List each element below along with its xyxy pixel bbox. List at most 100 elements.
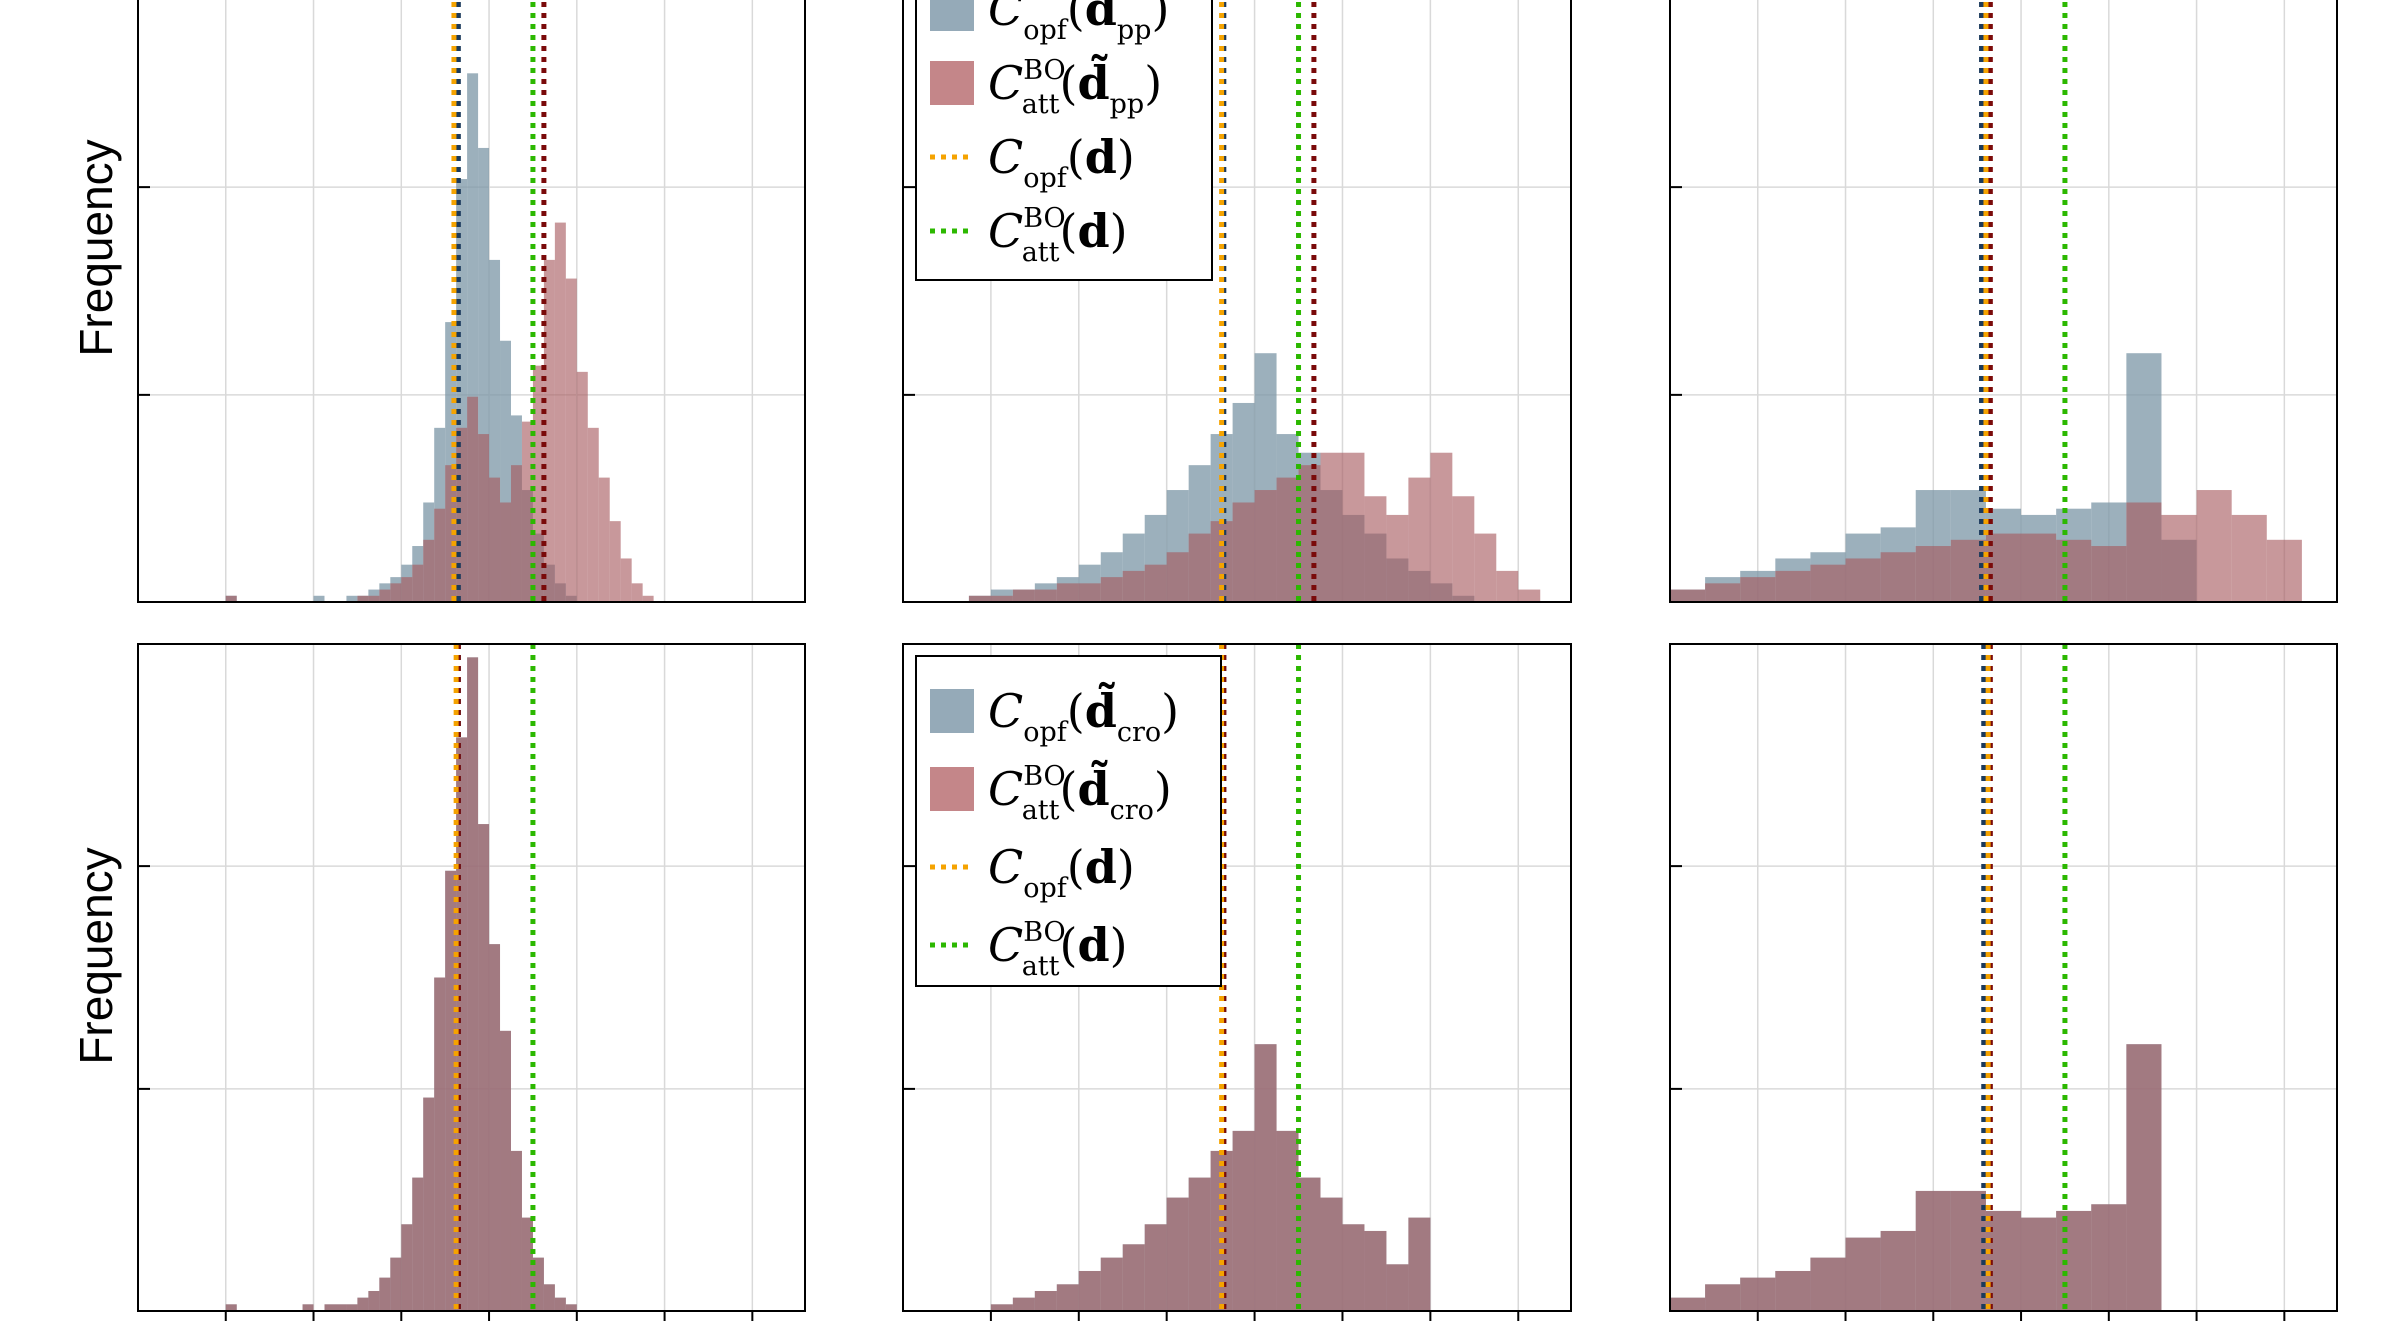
histogram-bar <box>1166 1197 1189 1311</box>
histogram-bar <box>2091 546 2127 602</box>
legend-paren-close: ) <box>1110 204 1128 258</box>
histogram-bar <box>478 434 490 602</box>
histogram-bar <box>357 595 369 602</box>
histogram-bar <box>510 465 522 602</box>
histogram-bar <box>1056 583 1079 602</box>
histogram-bar <box>565 278 577 602</box>
histogram-bar <box>456 427 468 602</box>
histogram-bar <box>467 73 479 602</box>
histogram-bar <box>489 259 501 602</box>
histogram-bar <box>1880 1230 1916 1311</box>
histogram-bar <box>478 147 490 602</box>
legend-symbol: C <box>988 56 1023 110</box>
histogram-bar <box>1518 589 1541 602</box>
histogram-bar <box>368 595 380 602</box>
legend-argument: d̃ <box>1085 681 1117 738</box>
histogram-bar <box>1364 496 1387 602</box>
histogram-bar <box>500 502 511 602</box>
histogram-bar <box>1915 1190 1951 1311</box>
legend-bottom: Copf(d̃cro)CBO att(d̃cro)Copf(d)CBO att(d) <box>915 655 1222 987</box>
legend-paren-open: ( <box>1060 918 1078 972</box>
panel-frame <box>1669 643 2338 1312</box>
histogram-bar <box>335 1304 347 1311</box>
histogram-bar <box>489 477 501 602</box>
histogram-bar <box>1320 452 1343 602</box>
histogram-bar <box>1452 496 1475 602</box>
panel-3 <box>1669 0 2338 603</box>
legend-subscript: att <box>1022 795 1060 826</box>
histogram-bar <box>225 1304 237 1311</box>
y-axis-label-bottom: Frequency <box>70 847 122 1064</box>
legend-argument: d̃ <box>1077 759 1109 816</box>
legend-argument-subscript: pp <box>1110 89 1145 120</box>
histogram-bar <box>1298 465 1321 602</box>
series-att-bars <box>1670 1044 2162 1311</box>
histogram-bar <box>609 521 621 602</box>
legend-paren-open: ( <box>1067 130 1085 184</box>
histogram-bar <box>2056 1210 2092 1311</box>
legend-argument-subscript: cro <box>1110 795 1154 826</box>
panel-plot-area <box>1670 0 2337 602</box>
legend-symbol: C <box>988 762 1023 816</box>
panel-plot-area <box>138 644 805 1311</box>
histogram-bar <box>1012 1297 1035 1311</box>
histogram-bar <box>1474 533 1497 602</box>
series-att-bars <box>225 222 654 602</box>
panel-plot-area <box>1670 644 2337 1311</box>
legend-subscript: opf <box>1023 873 1069 904</box>
histogram-bar <box>1408 1217 1431 1311</box>
histogram-bar <box>346 595 358 602</box>
histogram-bar <box>2126 502 2162 602</box>
histogram-bar <box>1056 1284 1079 1311</box>
histogram-bar <box>1320 1197 1343 1311</box>
histogram-bar <box>968 595 991 602</box>
legend-subscript: att <box>1022 89 1060 120</box>
legend-paren-close: ) <box>1117 130 1135 184</box>
legend-symbol: C <box>988 204 1023 258</box>
legend-entry: Copf(d̃pp) <box>930 0 1169 46</box>
legend-argument-subscript: cro <box>1117 717 1161 748</box>
legend-paren-open: ( <box>1067 684 1085 738</box>
histogram-bar <box>1342 1224 1365 1311</box>
histogram-bar <box>1670 589 1706 602</box>
legend-paren-close: ) <box>1161 684 1179 738</box>
legend-paren-open: ( <box>1060 204 1078 258</box>
legend-entry: CBO att(d) <box>930 917 1128 982</box>
histogram-bar <box>576 371 588 602</box>
legend-entry: Copf(d) <box>930 130 1135 194</box>
panels-layer <box>137 0 2338 1321</box>
histogram-bar <box>1845 558 1881 602</box>
histogram-bar <box>1254 490 1277 602</box>
histogram-bar <box>2021 1217 2057 1311</box>
legend-argument: d <box>1085 840 1117 894</box>
histogram-bar <box>2161 514 2197 602</box>
histogram-bar <box>1740 577 1776 602</box>
histogram-bar <box>368 1290 380 1311</box>
histogram-bar <box>1386 1264 1409 1311</box>
histogram-bar <box>1298 1177 1321 1311</box>
histogram-bar <box>990 595 1013 602</box>
histogram-bar <box>1100 577 1123 602</box>
histogram-bar <box>1845 1237 1881 1311</box>
histogram-bar <box>1496 570 1519 602</box>
histogram-bar <box>2266 539 2302 602</box>
histogram-bar <box>1810 564 1846 602</box>
panel-frame <box>137 0 806 603</box>
legend-label: Copf(d̃cro) <box>988 681 1179 748</box>
histogram-bar <box>324 1304 336 1311</box>
legend-argument: d̃ <box>1077 53 1109 110</box>
histogram-bar <box>1276 477 1299 602</box>
histogram-bar <box>313 595 325 602</box>
panel-4 <box>137 643 806 1321</box>
legend-argument-subscript: pp <box>1117 15 1152 46</box>
histogram-bar <box>445 870 457 1311</box>
histogram-bar <box>532 365 544 602</box>
legend-swatch <box>930 689 974 733</box>
legend-paren-open: ( <box>1060 56 1078 110</box>
histogram-bar <box>412 1177 424 1311</box>
histogram-bar <box>2196 490 2232 602</box>
histogram-bar <box>521 1217 533 1311</box>
histogram-bar <box>467 657 479 1311</box>
legend-argument: d <box>1085 130 1117 184</box>
